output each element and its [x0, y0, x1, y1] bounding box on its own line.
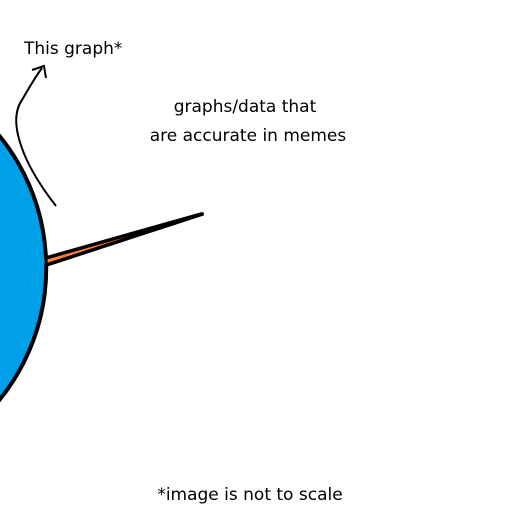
arrow-head-icon: [31, 64, 47, 79]
slice-label-accurate-line1: graphs/data that: [174, 97, 317, 117]
pie-slice-accurate-graphs: [0, 133, 204, 403]
pie-slice-this-graph: [44, 212, 204, 267]
footnote: *image is not to scale: [157, 485, 342, 505]
callout-label: This graph*: [23, 39, 122, 59]
slice-label-accurate-line2: are accurate in memes: [150, 126, 347, 146]
callout-arrow: [15, 67, 57, 207]
